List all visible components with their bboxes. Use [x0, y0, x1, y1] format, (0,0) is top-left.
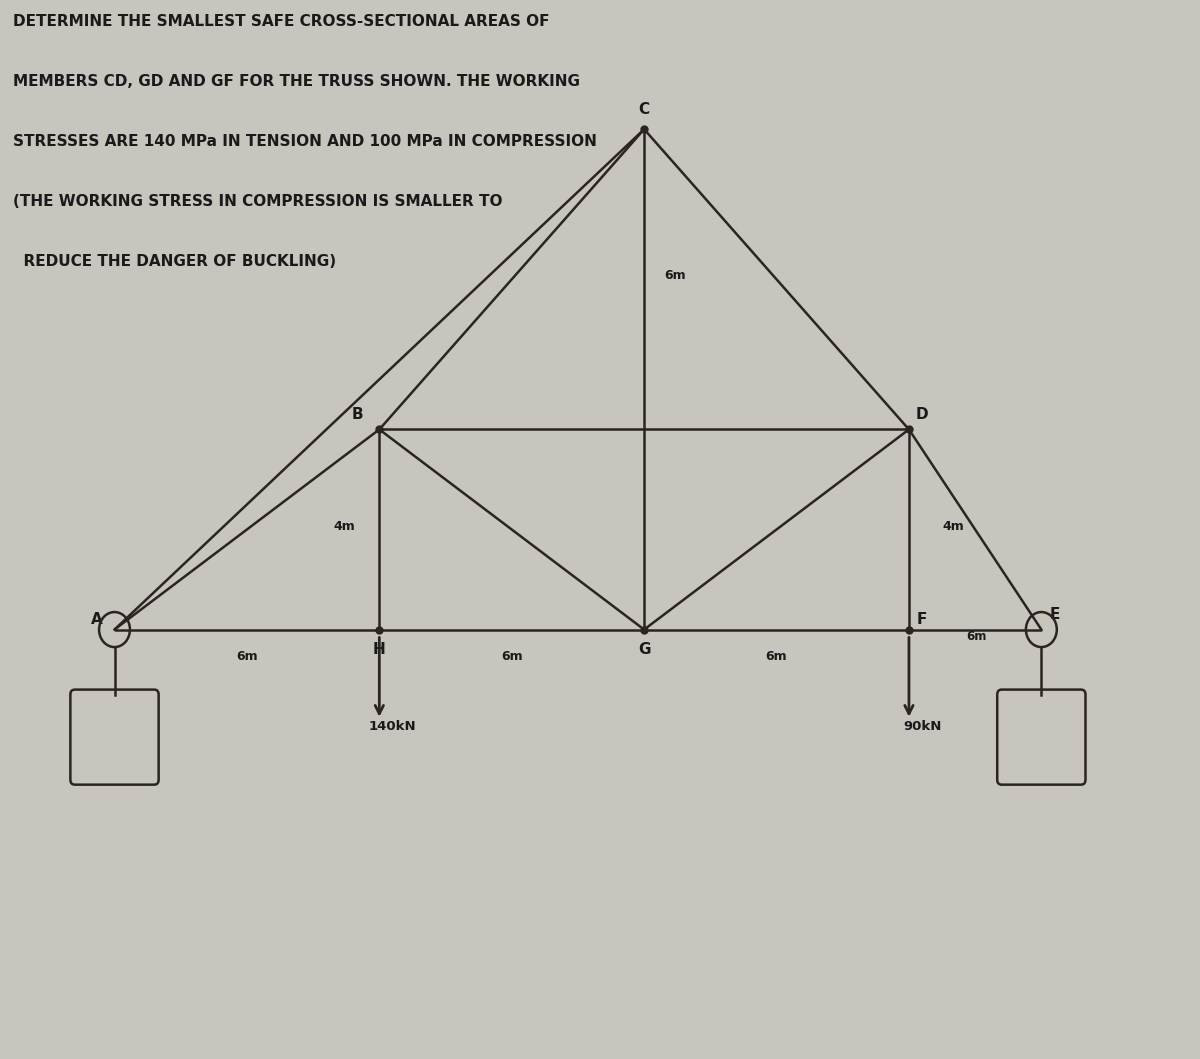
Text: STRESSES ARE 140 MPa IN TENSION AND 100 MPa IN COMPRESSION: STRESSES ARE 140 MPa IN TENSION AND 100 … — [13, 134, 596, 149]
Text: 6m: 6m — [665, 269, 686, 283]
Text: F: F — [917, 612, 928, 627]
Text: A: A — [91, 612, 103, 627]
Text: REDUCE THE DANGER OF BUCKLING): REDUCE THE DANGER OF BUCKLING) — [13, 254, 336, 269]
Text: MEMBERS CD, GD AND GF FOR THE TRUSS SHOWN. THE WORKING: MEMBERS CD, GD AND GF FOR THE TRUSS SHOW… — [13, 74, 580, 89]
Text: 90kN: 90kN — [904, 720, 941, 733]
Text: (THE WORKING STRESS IN COMPRESSION IS SMALLER TO: (THE WORKING STRESS IN COMPRESSION IS SM… — [13, 194, 503, 210]
Text: 6m: 6m — [966, 629, 986, 643]
Text: 6m: 6m — [766, 649, 787, 663]
Text: 4m: 4m — [334, 520, 355, 533]
Text: B: B — [352, 407, 364, 421]
Text: H: H — [373, 642, 385, 657]
Text: 6m: 6m — [500, 649, 522, 663]
Text: E: E — [1050, 607, 1060, 622]
Text: D: D — [916, 407, 929, 421]
Text: 140kN: 140kN — [368, 720, 416, 733]
Text: 6m: 6m — [236, 649, 258, 663]
Text: G: G — [638, 642, 650, 657]
Text: C: C — [638, 102, 649, 116]
Text: 4m: 4m — [942, 520, 964, 533]
Text: DETERMINE THE SMALLEST SAFE CROSS-SECTIONAL AREAS OF: DETERMINE THE SMALLEST SAFE CROSS-SECTIO… — [13, 14, 550, 30]
